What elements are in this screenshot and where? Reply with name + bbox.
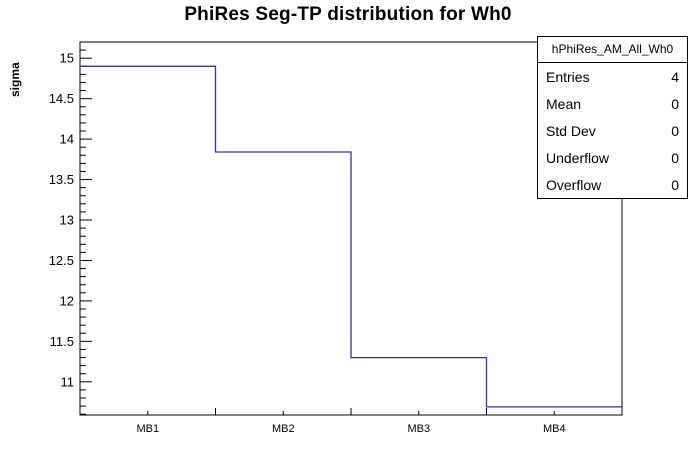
stats-label: Mean	[546, 95, 582, 112]
svg-text:15: 15	[60, 51, 74, 66]
stats-label: Overflow	[546, 176, 602, 193]
svg-text:14.5: 14.5	[49, 91, 74, 106]
svg-text:MB3: MB3	[407, 423, 430, 435]
svg-text:11: 11	[61, 374, 75, 389]
stats-value: 0	[671, 95, 679, 112]
stats-label: Std Dev	[546, 122, 596, 139]
y-axis-label: sigma	[8, 62, 22, 97]
svg-text:14: 14	[60, 132, 74, 147]
stats-row-entries: Entries 4	[538, 63, 687, 90]
svg-text:13: 13	[60, 213, 74, 228]
stats-row-stddev: Std Dev 0	[538, 117, 687, 144]
svg-text:12.5: 12.5	[49, 253, 74, 268]
stats-label: Entries	[546, 68, 590, 85]
x-axis: MB1 MB2 MB3 MB4	[79, 408, 623, 435]
stats-value: 0	[671, 149, 679, 166]
svg-text:12: 12	[60, 293, 74, 308]
stats-row-mean: Mean 0	[538, 90, 687, 117]
svg-text:11.5: 11.5	[50, 334, 74, 349]
stats-box: hPhiRes_AM_All_Wh0 Entries 4 Mean 0 Std …	[537, 36, 688, 199]
stats-label: Underflow	[546, 149, 610, 166]
stats-value: 0	[671, 176, 679, 193]
stats-box-title: hPhiRes_AM_All_Wh0	[538, 37, 687, 63]
svg-text:MB1: MB1	[136, 423, 159, 435]
histogram-line	[80, 65, 622, 408]
stats-row-overflow: Overflow 0	[538, 171, 687, 198]
stats-row-underflow: Underflow 0	[538, 144, 687, 171]
chart-title: PhiRes Seg-TP distribution for Wh0	[184, 4, 512, 25]
svg-text:13.5: 13.5	[49, 172, 74, 187]
y-axis: 11 11.5 12 12.5 13 13.5 14 14.5 15	[49, 41, 92, 415]
svg-text:MB2: MB2	[272, 423, 295, 435]
svg-text:MB4: MB4	[543, 423, 566, 435]
stats-value: 0	[671, 122, 679, 139]
stats-value: 4	[671, 68, 679, 85]
